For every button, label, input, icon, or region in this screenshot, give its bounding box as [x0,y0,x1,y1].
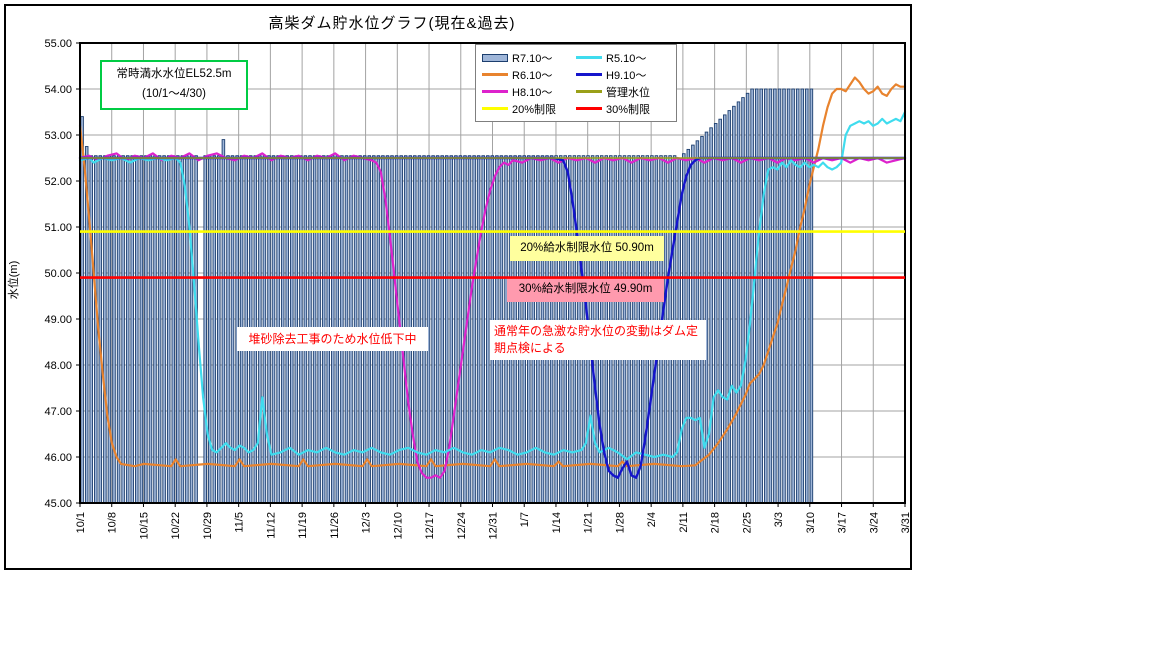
svg-text:47.00: 47.00 [44,406,72,418]
svg-text:2/18: 2/18 [710,512,722,533]
svg-text:55.00: 55.00 [44,38,72,50]
svg-text:10/15: 10/15 [138,512,150,540]
legend-item-管理水位: 管理水位 [576,84,670,100]
svg-text:11/19: 11/19 [297,512,309,539]
legend-label: 30%制限 [606,103,651,116]
svg-text:2/11: 2/11 [678,512,690,533]
svg-text:12/24: 12/24 [456,512,468,540]
svg-text:46.00: 46.00 [44,452,72,464]
legend-label: R6.10～ [512,69,553,82]
svg-text:45.00: 45.00 [44,498,72,510]
legend-item-H8.10～: H8.10～ [482,84,576,100]
legend-swatch-bar [482,53,508,62]
svg-text:10/29: 10/29 [202,512,214,540]
series-line-R5.10～ [78,110,907,461]
series-line-H8.10～ [78,152,907,479]
annotation-full-water-level: 常時満水水位EL52.5m (10/1～4/30) [100,60,248,110]
legend-label: 管理水位 [606,86,650,99]
svg-text:3/24: 3/24 [868,512,880,533]
svg-text:12/17: 12/17 [424,512,436,540]
svg-text:3/10: 3/10 [805,512,817,533]
svg-text:3/31: 3/31 [900,512,910,533]
legend-swatch-line [576,56,602,59]
svg-text:11/5: 11/5 [234,512,246,533]
legend: R7.10～ R5.10～ R6.10～ H9.10～ H8.10～ 管理水位 20%制限 3… [475,44,677,122]
annotation-30pct-limit: 30%給水制限水位 49.90m [507,277,664,302]
svg-text:50.00: 50.00 [44,268,72,280]
annotation-inspection-note-line1: 通常年の急激な貯水位の変動はダム定 [494,324,699,338]
svg-text:10/8: 10/8 [107,512,119,533]
annotation-inspection-note: 通常年の急激な貯水位の変動はダム定 期点検による [490,320,706,360]
annotation-dredging-note: 堆砂除去工事のため水位低下中 [237,327,428,351]
legend-label: 20%制限 [512,103,557,116]
legend-swatch-line [576,73,602,76]
legend-label: H9.10～ [606,69,647,82]
svg-text:54.00: 54.00 [44,84,72,96]
legend-swatch-line [482,90,508,93]
svg-text:10/1: 10/1 [75,512,87,533]
svg-text:48.00: 48.00 [44,360,72,372]
chart-container: 高柴ダム貯水位グラフ(現在&過去) 水位(m) 10/1 10/8 10/15 10/… [4,4,912,570]
svg-text:11/26: 11/26 [329,512,341,539]
y-axis-title: 水位(m) [8,260,20,300]
legend-swatch-line [482,73,508,76]
annotation-20pct-limit: 20%給水制限水位 50.90m [510,236,664,261]
svg-text:3/3: 3/3 [773,512,785,527]
legend-item-R5.10～: R5.10～ [576,50,670,66]
svg-text:49.00: 49.00 [44,314,72,326]
svg-text:53.00: 53.00 [44,130,72,142]
series-line-H9.10～ [78,156,907,479]
legend-item-20%制限: 20%制限 [482,101,576,117]
svg-text:12/31: 12/31 [488,512,500,540]
legend-label: R5.10～ [606,52,647,65]
legend-item-H9.10～: H9.10～ [576,67,670,83]
svg-text:3/17: 3/17 [837,512,849,533]
annotation-inspection-note-line2: 期点検による [494,341,566,355]
svg-text:2/25: 2/25 [741,512,753,533]
svg-text:1/7: 1/7 [519,512,531,527]
annotation-full-water-level-line2: (10/1～4/30) [142,88,206,100]
legend-item-R6.10～: R6.10～ [482,67,576,83]
svg-text:1/21: 1/21 [583,512,595,533]
svg-text:10/22: 10/22 [170,512,182,540]
svg-text:12/3: 12/3 [361,512,373,533]
series-line-R6.10～ [78,76,907,468]
x-axis-labels: 10/1 10/8 10/15 10/22 10/29 11/5 11/12 11/19 11/… [75,512,910,540]
legend-label: R7.10～ [512,52,553,65]
svg-text:2/4: 2/4 [646,512,658,527]
svg-text:1/28: 1/28 [614,512,626,533]
y-axis-labels: 55.00 54.00 53.00 52.00 51.00 50.00 49.00 48.00… [44,38,72,510]
svg-text:12/10: 12/10 [392,512,404,540]
legend-swatch-line [576,90,602,93]
legend-item-30%制限: 30%制限 [576,101,670,117]
svg-text:11/12: 11/12 [265,512,277,539]
chart-title: 高柴ダム貯水位グラフ(現在&過去) [268,15,516,32]
legend-swatch-line [482,107,508,110]
legend-item-R7.10～: R7.10～ [482,50,576,66]
bar-series-r7 [80,88,814,504]
svg-text:51.00: 51.00 [44,222,72,234]
annotation-full-water-level-line1: 常時満水水位EL52.5m [116,68,232,80]
legend-swatch-line [576,107,602,110]
svg-text:52.00: 52.00 [44,176,72,188]
legend-label: H8.10～ [512,86,553,99]
svg-text:1/14: 1/14 [551,512,563,533]
